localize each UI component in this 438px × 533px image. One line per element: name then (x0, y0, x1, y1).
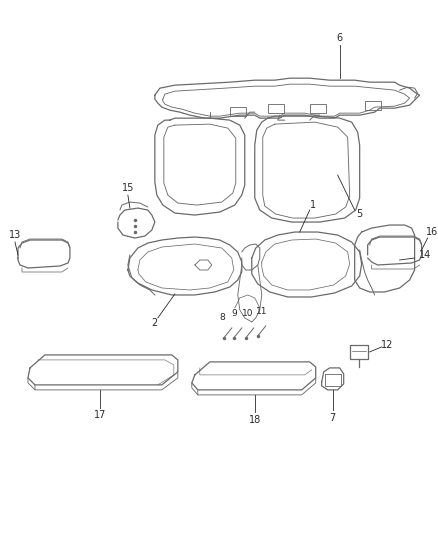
Text: 9: 9 (231, 310, 237, 318)
Text: 12: 12 (381, 340, 394, 350)
Text: 18: 18 (249, 415, 261, 425)
Text: 10: 10 (242, 310, 254, 318)
Text: 2: 2 (152, 318, 158, 328)
Text: 7: 7 (329, 413, 336, 423)
Text: 15: 15 (122, 183, 134, 193)
Bar (365, 101, 381, 110)
Bar (310, 104, 326, 113)
Bar (230, 107, 246, 116)
Bar (268, 104, 284, 113)
Text: 14: 14 (418, 250, 431, 260)
Text: 6: 6 (337, 33, 343, 43)
Text: 5: 5 (357, 209, 363, 219)
Text: 16: 16 (425, 227, 438, 237)
Text: 17: 17 (94, 410, 106, 420)
Text: 11: 11 (256, 308, 268, 317)
Text: 1: 1 (310, 200, 316, 210)
Text: 13: 13 (9, 230, 21, 240)
Text: 8: 8 (219, 313, 225, 322)
